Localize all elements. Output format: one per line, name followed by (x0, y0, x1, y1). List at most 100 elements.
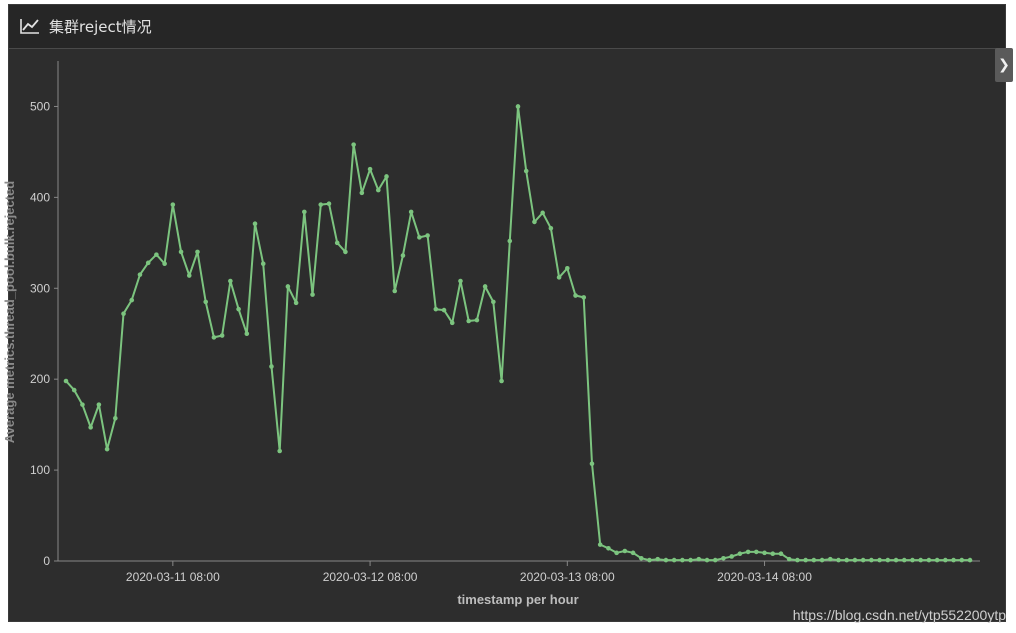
data-point (113, 415, 118, 421)
data-point (269, 364, 274, 369)
x-tick-label: 2020-03-13 08:00 (520, 570, 615, 584)
data-point (926, 557, 932, 563)
data-point (195, 249, 200, 255)
data-point (507, 238, 513, 244)
y-tick-label: 400 (30, 190, 50, 204)
data-point (548, 225, 554, 231)
chart-ticks: 0 100 200 300 400 500 2020-03-11 08:00 2020-03-… (30, 99, 812, 584)
data-point (310, 292, 315, 297)
data-point (540, 210, 545, 216)
chart-series (63, 104, 973, 563)
data-point (260, 261, 266, 267)
data-point (827, 556, 833, 562)
data-point (704, 557, 710, 563)
data-point (532, 219, 537, 225)
x-tick-label: 2020-03-12 08:00 (323, 570, 418, 584)
data-point (121, 311, 126, 317)
data-point (721, 555, 726, 561)
y-tick-label: 0 (43, 554, 50, 568)
data-point (154, 252, 159, 257)
data-point (441, 307, 447, 313)
data-point (581, 295, 587, 300)
y-tick-label: 200 (30, 372, 50, 386)
data-point (293, 300, 299, 306)
data-point (565, 265, 570, 271)
data-point (129, 297, 135, 303)
data-point (96, 402, 102, 407)
data-point (433, 306, 439, 312)
data-point (252, 221, 258, 227)
data-point (885, 557, 891, 563)
data-point (951, 557, 956, 563)
data-point (186, 273, 192, 278)
data-point (334, 240, 340, 246)
data-point (228, 278, 233, 284)
chart-panel: 集群reject情况 (8, 4, 1006, 622)
panel-title: 集群reject情况 (49, 18, 152, 36)
data-point (211, 335, 217, 340)
data-point (80, 402, 85, 407)
data-point (934, 557, 940, 563)
data-point (655, 556, 661, 562)
line-chart-icon (20, 19, 39, 34)
data-point (852, 557, 858, 563)
data-point (663, 557, 669, 563)
data-point (178, 249, 184, 255)
data-point (573, 293, 578, 298)
data-point (384, 174, 389, 179)
data-point (359, 190, 365, 196)
y-tick-label: 500 (30, 99, 50, 113)
data-point (638, 555, 644, 561)
data-point (630, 550, 636, 556)
data-point (88, 425, 93, 430)
data-point (910, 557, 915, 563)
data-point (918, 557, 923, 563)
data-point (137, 272, 143, 277)
data-point (244, 331, 250, 337)
data-point (737, 551, 743, 557)
data-point (449, 320, 455, 326)
expand-sidebar-button[interactable]: ❯ (995, 48, 1013, 82)
data-point (499, 378, 504, 384)
data-point (367, 166, 373, 172)
data-point (326, 201, 332, 207)
watermark: https://blog.csdn.net/ytp552200ytp (792, 607, 1006, 623)
data-point (425, 233, 430, 238)
data-point (219, 333, 225, 338)
data-point (597, 542, 603, 547)
data-point (400, 253, 406, 258)
y-tick-label: 300 (30, 281, 50, 295)
chart-axes (57, 61, 980, 562)
data-point (170, 202, 176, 207)
data-point (877, 557, 882, 563)
data-point (795, 557, 800, 563)
data-point (943, 557, 948, 563)
data-point (556, 275, 562, 280)
data-point (712, 557, 718, 563)
data-point (901, 557, 907, 563)
data-point (408, 209, 414, 215)
data-point (811, 557, 817, 563)
data-point (491, 299, 496, 305)
data-point (967, 557, 973, 563)
data-point (622, 548, 628, 554)
data-point (762, 550, 767, 556)
chevron-right-icon: ❯ (998, 57, 1010, 73)
y-tick-label: 100 (30, 463, 50, 477)
data-point (236, 306, 241, 312)
data-point (688, 557, 693, 563)
data-point (277, 448, 282, 454)
data-point (392, 288, 398, 294)
data-point (145, 260, 151, 266)
data-point (606, 545, 611, 551)
data-point (343, 249, 348, 255)
data-point (302, 209, 307, 215)
data-point (466, 318, 471, 324)
data-point (647, 557, 652, 563)
data-point (819, 557, 825, 563)
data-point (844, 557, 850, 563)
data-point (474, 317, 480, 323)
data-point (729, 554, 734, 559)
x-axis-label: timestamp per hour (457, 592, 578, 607)
